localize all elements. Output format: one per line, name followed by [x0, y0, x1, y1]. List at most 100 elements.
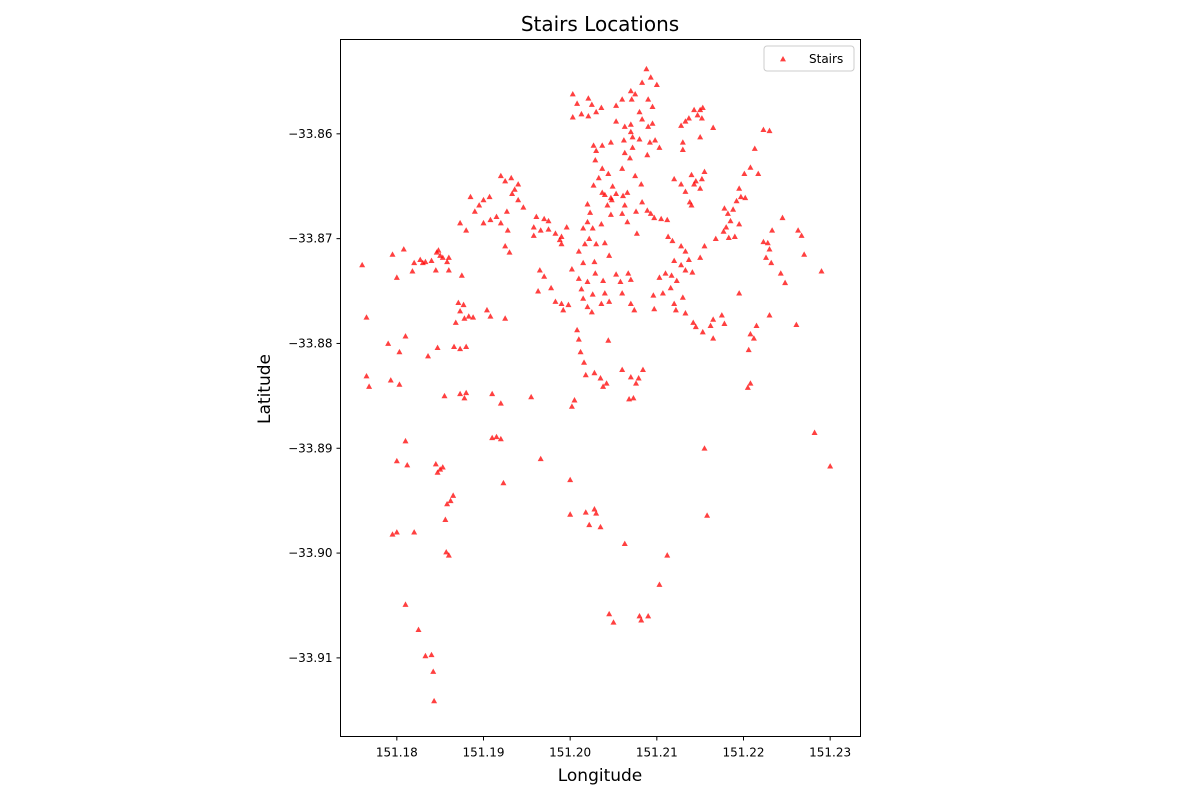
stairs-point — [750, 335, 757, 341]
stairs-point — [363, 372, 370, 379]
stairs-point — [461, 394, 468, 401]
stairs-point — [682, 267, 689, 273]
stairs-point — [528, 393, 535, 400]
stairs-point — [639, 198, 646, 205]
stairs-point — [471, 208, 478, 214]
stairs-point — [457, 307, 464, 314]
y-tick-label: −33.87 — [288, 232, 332, 246]
stairs-point — [673, 277, 680, 283]
stairs-point — [487, 313, 494, 319]
stairs-point — [603, 380, 610, 386]
stairs-point — [558, 240, 565, 247]
stairs-point — [493, 213, 500, 220]
stairs-point — [598, 104, 605, 111]
stairs-point — [604, 202, 611, 208]
stairs-point — [409, 268, 416, 274]
stairs-point — [741, 170, 748, 177]
stairs-point — [600, 383, 607, 389]
stairs-point — [417, 256, 424, 263]
stairs-point — [552, 298, 559, 304]
stairs-point — [428, 257, 435, 264]
stairs-point — [710, 124, 717, 130]
stairs-point — [737, 193, 744, 200]
stairs-point — [571, 397, 578, 403]
stairs-point — [476, 202, 483, 208]
stairs-point — [533, 213, 540, 220]
stairs-point — [461, 315, 468, 321]
stairs-point — [629, 133, 636, 140]
y-tick-label: −33.89 — [288, 441, 332, 455]
stairs-point — [620, 192, 627, 199]
stairs-point — [437, 252, 444, 258]
stairs-point — [710, 335, 717, 341]
stairs-point — [685, 115, 692, 121]
stairs-point — [718, 312, 725, 318]
stairs-point — [445, 552, 452, 558]
stairs-point — [632, 91, 639, 97]
stairs-point — [537, 455, 544, 462]
stairs-point — [631, 306, 638, 313]
stairs-point — [592, 270, 599, 276]
stairs-point — [682, 188, 689, 194]
stairs-point — [545, 217, 552, 224]
stairs-point — [656, 581, 663, 587]
stairs-point — [764, 239, 771, 246]
stairs-point — [502, 177, 509, 184]
stairs-point — [619, 366, 626, 373]
stairs-point — [435, 247, 442, 253]
stairs-point — [608, 196, 615, 203]
stairs-point — [558, 300, 565, 307]
stairs-point — [731, 233, 738, 239]
stairs-point — [656, 274, 663, 280]
stairs-point — [701, 168, 708, 174]
stairs-point — [502, 315, 509, 321]
stairs-point — [639, 116, 646, 122]
stairs-point — [419, 259, 426, 266]
stairs-point — [607, 139, 614, 145]
stairs-point — [584, 201, 591, 207]
stairs-point — [665, 233, 672, 239]
legend: Stairs — [763, 45, 855, 72]
stairs-point — [724, 210, 731, 216]
stairs-point — [457, 345, 464, 352]
stairs-point — [597, 523, 604, 530]
stairs-point — [736, 290, 743, 296]
stairs-point — [699, 104, 706, 111]
stairs-point — [393, 274, 400, 280]
stairs-point — [574, 326, 581, 333]
stairs-point — [591, 369, 598, 376]
stairs-point — [486, 193, 493, 200]
x-axis: 151.18 151.19 151.20 151.21 151.22 151.23 — [376, 736, 851, 760]
stairs-point — [599, 165, 606, 171]
stairs-point — [698, 115, 705, 121]
stairs-point — [480, 219, 487, 226]
stairs-point — [733, 197, 740, 204]
stairs-point — [443, 549, 450, 555]
stairs-point — [592, 157, 599, 163]
stairs-point — [760, 238, 767, 245]
stairs-point — [589, 225, 596, 231]
stairs-point — [692, 323, 699, 330]
stairs-point — [619, 290, 626, 296]
stairs-point — [548, 284, 555, 291]
stairs-point — [574, 100, 581, 106]
stairs-point — [678, 242, 685, 249]
stairs-point — [411, 259, 418, 266]
stairs-point — [463, 343, 470, 349]
stairs-point — [552, 230, 559, 236]
stairs-point — [659, 290, 666, 296]
stairs-point — [500, 479, 507, 486]
stairs-point — [818, 268, 825, 274]
stairs-point — [567, 511, 574, 517]
stairs-point — [589, 291, 596, 297]
stairs-point — [597, 375, 604, 381]
stairs-point — [575, 248, 582, 254]
stairs-point — [590, 142, 597, 148]
stairs-point — [633, 230, 640, 236]
stairs-point — [444, 500, 451, 507]
x-tick-label: 151.23 — [809, 746, 851, 760]
stairs-point — [606, 298, 613, 304]
stairs-point — [593, 510, 600, 516]
stairs-point — [626, 396, 633, 402]
stairs-point — [701, 445, 708, 451]
